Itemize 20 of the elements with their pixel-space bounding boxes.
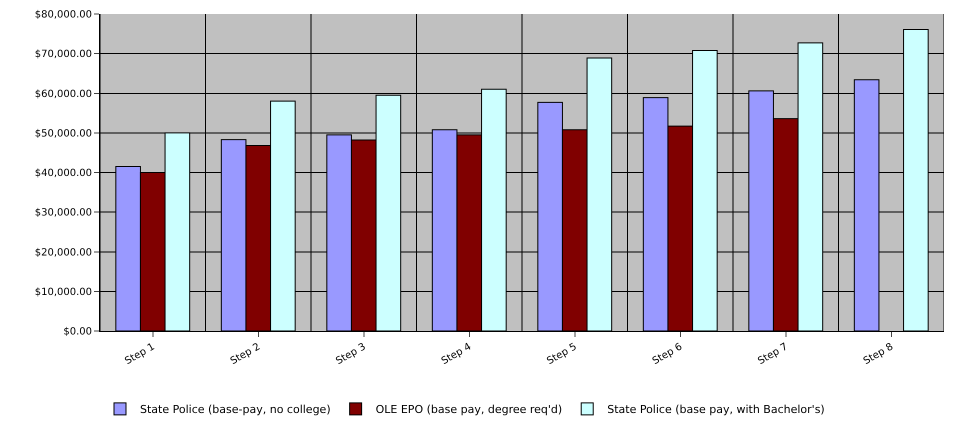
y-tick-label: $10,000.00	[34, 286, 92, 298]
x-tick-label: Step 7	[756, 341, 790, 368]
x-tick-label: Step 1	[123, 341, 157, 368]
x-tick-label: Step 5	[545, 341, 579, 368]
y-tick-label: $30,000.00	[34, 208, 92, 219]
y-tick-label: $80,000.00	[34, 10, 92, 20]
x-tick-label: Step 4	[440, 341, 474, 368]
legend-label: State Police (base pay, with Bachelor's)	[607, 403, 825, 416]
y-tick-label: $50,000.00	[34, 128, 92, 140]
x-tick-label: Step 6	[650, 341, 684, 368]
y-tick-label: $20,000.00	[34, 247, 92, 258]
y-tick-label: $60,000.00	[34, 88, 92, 100]
legend-label: OLE EPO (base pay, degree req'd)	[376, 403, 562, 416]
legend-label: State Police (base-pay, no college)	[140, 403, 331, 416]
y-tick-label: $40,000.00	[34, 168, 92, 179]
x-tick-label: Step 2	[228, 341, 262, 368]
y-tick-label: $0.00	[63, 326, 92, 338]
x-tick-label: Step 3	[334, 341, 368, 368]
x-tick-label: Step 8	[862, 341, 896, 368]
y-tick-label: $70,000.00	[34, 49, 92, 60]
